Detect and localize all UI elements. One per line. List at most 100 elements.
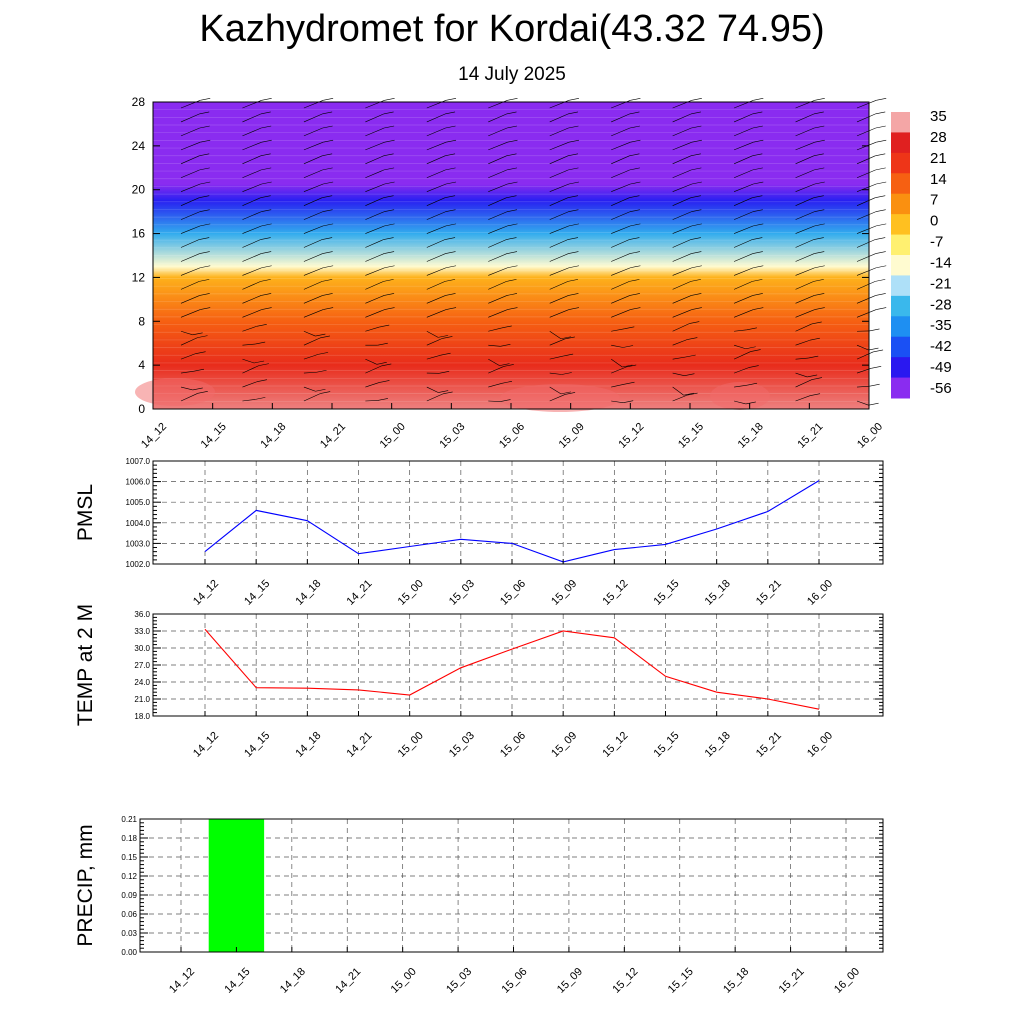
wind-barb [549, 281, 569, 290]
wind-barb-feather [506, 195, 517, 198]
y-tick-label: 0.06 [121, 910, 137, 919]
wind-barb [488, 225, 508, 234]
x-tick-label: 14_18 [258, 421, 288, 451]
y-axis-label: PRECIP, mm [74, 824, 97, 946]
wind-barb-feather [438, 390, 449, 393]
wind-barb [611, 383, 625, 388]
wind-barb [549, 394, 566, 402]
wind-barb [611, 400, 624, 403]
wind-barb [180, 141, 201, 151]
wind-barb-feather [445, 125, 456, 129]
x-tick-label: 15_00 [389, 966, 419, 996]
wind-barb-feather [753, 307, 764, 310]
wind-barb [733, 239, 753, 248]
wind-barb-feather [630, 181, 641, 185]
wind-barb [426, 295, 446, 304]
wind-barb-feather [261, 307, 272, 310]
wind-barb [303, 393, 321, 402]
wind-barb-feather [192, 387, 203, 391]
wind-barb-feather [629, 279, 640, 282]
wind-barb [365, 295, 385, 304]
y-tick-label: 8 [138, 314, 145, 328]
wind-barb-feather [753, 223, 764, 227]
wind-barb [488, 327, 502, 332]
x-tick-label: 15_18 [703, 730, 733, 760]
wind-barb [242, 169, 262, 179]
wind-barb-feather [565, 392, 576, 395]
wind-barb [303, 354, 319, 360]
wind-barb [426, 225, 447, 234]
x-tick-label: 15_15 [652, 578, 682, 608]
wind-barb [303, 386, 316, 392]
wind-barb-feather [629, 251, 640, 254]
x-tick-label: 14_15 [242, 730, 272, 760]
wind-barb-feather [322, 153, 333, 157]
wind-barb-feather [445, 307, 457, 310]
y-tick-label: 27.0 [134, 661, 150, 670]
wind-barb [303, 183, 324, 192]
wind-barb-feather [560, 336, 571, 340]
x-tick-label: 15_18 [721, 966, 751, 996]
x-tick-label: 15_09 [557, 421, 587, 451]
wind-barb [488, 127, 508, 137]
wind-barb-feather [814, 223, 825, 227]
wind-barb [242, 239, 261, 248]
wind-barb-feather [629, 153, 640, 157]
wind-barb [426, 113, 446, 123]
y-tick-label: 0.15 [121, 853, 137, 862]
wind-barb-feather [811, 321, 822, 325]
wind-barb-feather [876, 181, 887, 185]
wind-barb-feather [193, 368, 205, 372]
wind-barb-feather [255, 397, 266, 400]
wind-barb [365, 113, 384, 123]
wind-barb [734, 384, 748, 388]
wind-barb-feather [629, 111, 640, 115]
wind-barb-feather [814, 209, 825, 213]
x-tick-label: 15_06 [500, 966, 530, 996]
wind-barb-feather [260, 237, 271, 240]
wind-barb [242, 141, 262, 151]
x-tick-label: 15_21 [795, 421, 825, 451]
wind-barb-feather [568, 181, 580, 185]
colorbar-swatch [891, 193, 910, 215]
wind-barb-feather [445, 139, 457, 143]
wind-barb [611, 253, 631, 262]
wind-barb [303, 239, 323, 248]
wind-barb-feather [506, 125, 518, 129]
wind-barb-feather [691, 98, 702, 101]
heatmap-field [153, 102, 869, 409]
colorbar-label: -21 [930, 275, 952, 292]
wind-barb-feather [384, 98, 395, 101]
wind-barb [303, 371, 317, 374]
wind-barb-feather [200, 181, 211, 185]
wind-barb-feather [322, 293, 333, 296]
wind-barb-feather [322, 111, 333, 115]
x-tick-label: 14_12 [167, 966, 197, 996]
wind-barb [856, 169, 876, 179]
wind-barb-feather [197, 335, 208, 338]
x-tick-label: 16_00 [805, 578, 835, 608]
wind-barb-feather [813, 237, 824, 240]
colorbar-label: 28 [930, 129, 947, 146]
colorbar-label: 7 [930, 192, 938, 209]
wind-barb [426, 211, 446, 220]
y-axis-label: PMSL [74, 484, 97, 541]
wind-barb [365, 169, 385, 179]
wind-barb-feather [567, 111, 579, 115]
wind-barb [856, 281, 876, 290]
x-tick-label: 14_12 [191, 578, 221, 608]
x-tick-label: 14_18 [278, 966, 308, 996]
wind-barb-feather [811, 377, 823, 380]
wind-barb [611, 239, 630, 248]
wind-barb-feather [690, 195, 701, 198]
wind-barb [795, 372, 808, 378]
wind-barb-feather [199, 167, 210, 171]
wind-barb [672, 394, 688, 402]
wind-barb-feather [626, 364, 637, 368]
wind-barb-feather [261, 265, 272, 269]
x-tick-label: 16_00 [832, 966, 862, 996]
wind-barb [672, 169, 692, 179]
wind-barb [856, 385, 870, 388]
x-tick-label: 15_18 [703, 578, 733, 608]
wind-barb [426, 393, 443, 402]
